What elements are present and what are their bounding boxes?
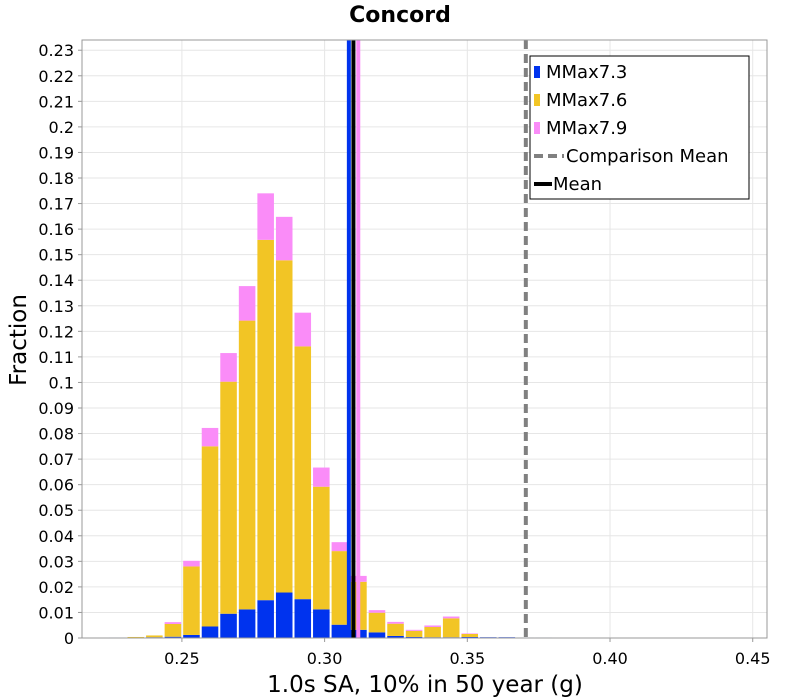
y-axis-label: Fraction	[6, 294, 32, 386]
y-tick-label: 0.13	[38, 297, 74, 316]
plot-frame	[81, 39, 768, 639]
bar-mmax7-9	[368, 610, 386, 613]
y-tick-label: 0.01	[38, 603, 74, 622]
legend-label-comparison-mean: Comparison Mean	[566, 146, 729, 167]
bar-mmax7-3	[201, 626, 219, 638]
legend-label-mmax7-3: MMax7.3	[546, 62, 627, 83]
bar-mmax7-6	[294, 346, 312, 600]
bar-mmax7-6	[405, 630, 423, 637]
legend-box	[529, 55, 750, 200]
bar-mmax7-3	[387, 635, 404, 638]
x-tick-label: 0.40	[592, 649, 628, 668]
bar-mmax7-9	[201, 427, 219, 447]
bar-mmax7-3	[331, 624, 349, 638]
bar-mmax7-3	[164, 636, 182, 638]
bar-mmax7-3	[461, 636, 479, 638]
bar-mmax7-6	[220, 381, 237, 614]
bar-mmax7-9	[387, 621, 404, 624]
legend-swatch-mmax7-9	[534, 122, 540, 134]
y-tick-label: 0.12	[38, 322, 74, 341]
y-tick-label: 0.17	[38, 195, 74, 214]
y-tick-label: 0	[64, 629, 74, 648]
y-tick-label: 0.03	[38, 552, 74, 571]
bar-mmax7-3	[220, 613, 237, 638]
x-tick-label: 0.30	[307, 649, 343, 668]
bar-mmax7-3	[275, 592, 293, 638]
y-tick-label: 0.11	[38, 348, 74, 367]
y-tick-label: 0.21	[38, 92, 74, 111]
chart-title: Concord	[349, 3, 451, 28]
bar-mmax7-6	[368, 612, 386, 633]
bar-mmax7-6	[164, 623, 182, 637]
bar-mmax7-3	[238, 609, 256, 638]
bar-mmax7-6	[127, 636, 145, 638]
y-axis-ticks: 0 0.01 0.02 0.03 0.04 0.05 0.06 0.07 0.08 0.09 0.1…	[38, 41, 82, 648]
bar-mmax7-3	[368, 632, 386, 638]
x-axis-label: 1.0s SA, 10% in 50 year (g)	[267, 672, 583, 698]
bar-mmax7-9	[405, 629, 423, 631]
bar-mmax7-3	[257, 600, 274, 638]
y-tick-label: 0.05	[38, 501, 74, 520]
legend-label-mean: Mean	[553, 174, 602, 195]
y-tick-label: 0.14	[38, 271, 74, 290]
y-tick-label: 0.2	[49, 118, 74, 137]
x-tick-label: 0.25	[164, 649, 200, 668]
bar-mmax7-9	[164, 622, 182, 624]
bar-mmax7-6	[238, 320, 256, 610]
legend-swatch-mmax7-3	[534, 66, 540, 78]
bar-mmax7-6	[461, 633, 479, 637]
y-tick-label: 0.07	[38, 450, 74, 469]
x-tick-label: 0.35	[450, 649, 486, 668]
x-tick-label: 0.45	[735, 649, 771, 668]
bar-mmax7-6	[442, 618, 460, 638]
y-tick-label: 0.08	[38, 425, 74, 444]
bar-mmax7-6	[424, 627, 441, 638]
bar-mmax7-9	[257, 193, 274, 240]
y-tick-label: 0.06	[38, 476, 74, 495]
bar-mmax7-6	[257, 239, 274, 601]
bar-mmax7-3	[294, 599, 312, 638]
bar-mmax7-9	[294, 312, 312, 347]
bar-mmax7-6	[201, 446, 219, 627]
bar-mmax7-9	[461, 633, 479, 634]
y-tick-label: 0.16	[38, 220, 74, 239]
bar-mmax7-3	[313, 609, 330, 638]
bar-mmax7-6	[183, 566, 200, 635]
legend: MMax7.3 MMax7.6 MMax7.9 Comparison Mean Mean	[529, 55, 750, 200]
bar-mmax7-9	[183, 560, 200, 567]
bars	[108, 193, 645, 638]
bar-mmax7-9	[220, 353, 237, 382]
y-tick-label: 0.02	[38, 578, 74, 597]
bar-mmax7-9	[313, 467, 330, 487]
x-axis-ticks: 0.25 0.30 0.35 0.40 0.45	[164, 638, 771, 668]
bar-mmax7-9	[238, 286, 256, 321]
bar-mmax7-9	[275, 216, 293, 261]
bar-mmax7-6	[331, 551, 349, 625]
legend-label-mmax7-9: MMax7.9	[546, 118, 627, 139]
y-tick-label: 0.04	[38, 527, 74, 546]
legend-label-mmax7-6: MMax7.6	[546, 90, 627, 111]
y-tick-label: 0.23	[38, 41, 74, 60]
bar-mmax7-9	[442, 616, 460, 619]
y-tick-label: 0.15	[38, 246, 74, 265]
bar-mmax7-9	[331, 542, 349, 552]
y-tick-label: 0.09	[38, 399, 74, 418]
bar-mmax7-6	[146, 635, 163, 638]
y-tick-label: 0.22	[38, 67, 74, 86]
bar-mmax7-6	[387, 623, 404, 636]
y-tick-label: 0.19	[38, 143, 74, 162]
mean-lines	[346, 40, 528, 638]
bar-mmax7-6	[313, 486, 330, 610]
legend-swatch-mmax7-6	[534, 94, 540, 106]
y-tick-label: 0.1	[49, 373, 74, 392]
bar-mmax7-3	[405, 636, 423, 638]
y-tick-label: 0.18	[38, 169, 74, 188]
bar-mmax7-9	[424, 625, 441, 628]
bar-mmax7-3	[183, 634, 200, 638]
bar-mmax7-6	[275, 260, 293, 593]
